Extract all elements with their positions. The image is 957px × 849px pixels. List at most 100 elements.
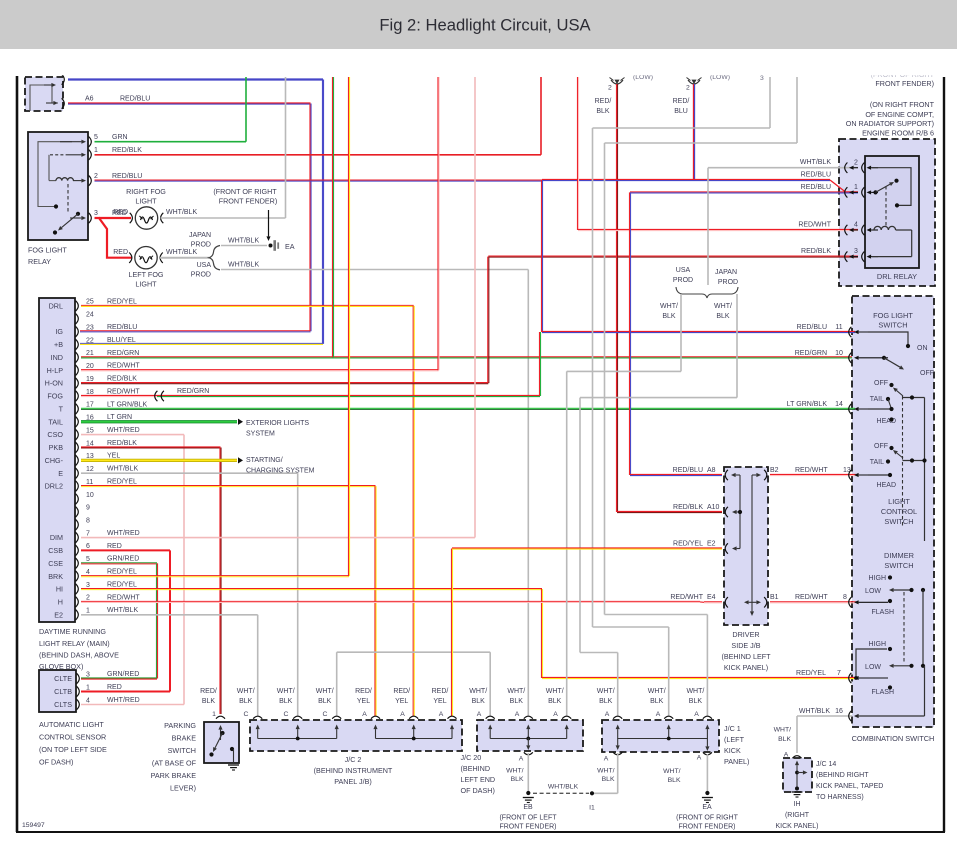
svg-text:KICK PANEL, TAPED: KICK PANEL, TAPED bbox=[816, 783, 883, 790]
svg-text:PROD: PROD bbox=[673, 277, 693, 284]
svg-text:10: 10 bbox=[86, 492, 94, 499]
svg-text:I1: I1 bbox=[589, 805, 595, 812]
svg-text:8: 8 bbox=[86, 517, 90, 524]
svg-text:RED/GRN: RED/GRN bbox=[177, 388, 209, 395]
svg-text:BLU: BLU bbox=[674, 108, 688, 115]
svg-text:YEL: YEL bbox=[107, 453, 120, 460]
svg-text:LT GRN: LT GRN bbox=[107, 414, 132, 421]
svg-text:2: 2 bbox=[94, 173, 98, 180]
svg-text:HIGH: HIGH bbox=[869, 575, 887, 582]
svg-text:10: 10 bbox=[835, 350, 843, 357]
svg-text:J/C 1: J/C 1 bbox=[724, 724, 741, 733]
svg-text:RED/GRN: RED/GRN bbox=[107, 350, 139, 357]
svg-text:BLK: BLK bbox=[472, 698, 486, 705]
svg-text:RED/BLU: RED/BLU bbox=[797, 324, 827, 331]
svg-text:1: 1 bbox=[86, 608, 90, 615]
svg-text:DAYTIME RUNNING: DAYTIME RUNNING bbox=[39, 627, 106, 636]
svg-text:SIDE J/B: SIDE J/B bbox=[731, 641, 760, 650]
svg-text:WHT/: WHT/ bbox=[597, 688, 615, 695]
svg-text:A: A bbox=[362, 711, 367, 718]
svg-text:2: 2 bbox=[86, 595, 90, 602]
svg-text:18: 18 bbox=[86, 389, 94, 396]
svg-text:BLK: BLK bbox=[668, 777, 681, 784]
svg-text:IH: IH bbox=[794, 801, 801, 808]
svg-text:B1: B1 bbox=[770, 594, 779, 601]
svg-text:T: T bbox=[59, 404, 64, 413]
svg-text:14: 14 bbox=[86, 440, 94, 447]
svg-text:5: 5 bbox=[94, 134, 98, 141]
svg-text:RED/: RED/ bbox=[595, 98, 612, 105]
svg-text:A: A bbox=[477, 711, 482, 718]
svg-text:BLK: BLK bbox=[662, 313, 676, 320]
svg-text:WHT/BLK: WHT/BLK bbox=[228, 262, 259, 269]
svg-text:RED: RED bbox=[113, 249, 128, 256]
svg-text:(BEHIND LEFT: (BEHIND LEFT bbox=[721, 652, 771, 661]
svg-text:WHT/: WHT/ bbox=[469, 688, 487, 695]
svg-text:BRK: BRK bbox=[48, 572, 63, 581]
svg-text:BLK: BLK bbox=[510, 698, 524, 705]
svg-text:(LEFT: (LEFT bbox=[724, 735, 745, 744]
svg-text:RED/WHT: RED/WHT bbox=[107, 594, 140, 601]
svg-text:TAIL: TAIL bbox=[48, 417, 63, 426]
svg-text:EXTERIOR LIGHTS: EXTERIOR LIGHTS bbox=[246, 420, 309, 427]
svg-text:A8: A8 bbox=[707, 467, 716, 474]
svg-text:WHT/: WHT/ bbox=[597, 768, 614, 775]
svg-text:RED/: RED/ bbox=[432, 688, 449, 695]
svg-text:LT GRN/BLK: LT GRN/BLK bbox=[787, 401, 828, 408]
svg-text:(LOW): (LOW) bbox=[633, 74, 653, 81]
svg-text:15: 15 bbox=[86, 427, 94, 434]
svg-text:J/C 14: J/C 14 bbox=[816, 761, 836, 768]
svg-text:H-LP: H-LP bbox=[47, 366, 64, 375]
svg-text:KICK: KICK bbox=[724, 746, 741, 755]
svg-text:LEVER): LEVER) bbox=[170, 784, 196, 793]
svg-text:PANEL): PANEL) bbox=[724, 757, 749, 766]
svg-text:TAIL: TAIL bbox=[870, 459, 884, 466]
svg-text:C: C bbox=[284, 711, 289, 718]
svg-text:16: 16 bbox=[86, 415, 94, 422]
svg-text:PROD: PROD bbox=[718, 279, 738, 286]
svg-text:14: 14 bbox=[835, 401, 843, 408]
svg-text:21: 21 bbox=[86, 350, 94, 357]
svg-text:A: A bbox=[515, 711, 520, 718]
svg-text:WHT/: WHT/ bbox=[648, 688, 666, 695]
svg-text:RED/BLU: RED/BLU bbox=[801, 184, 831, 191]
svg-text:(BEHIND RIGHT: (BEHIND RIGHT bbox=[816, 772, 869, 779]
svg-text:RED/WHT: RED/WHT bbox=[107, 363, 140, 370]
svg-text:J/C 2: J/C 2 bbox=[345, 755, 362, 764]
svg-text:LEFT FOG: LEFT FOG bbox=[128, 270, 163, 279]
svg-text:BLK: BLK bbox=[279, 698, 293, 705]
svg-text:ON: ON bbox=[917, 345, 928, 352]
svg-text:1: 1 bbox=[212, 711, 216, 718]
svg-text:USA: USA bbox=[676, 267, 691, 274]
svg-text:FLASH: FLASH bbox=[871, 609, 894, 616]
svg-text:WHT/RED: WHT/RED bbox=[107, 697, 140, 704]
svg-text:ON RADIATOR SUPPORT): ON RADIATOR SUPPORT) bbox=[846, 119, 934, 128]
svg-text:OFF: OFF bbox=[874, 443, 888, 450]
svg-text:GRN/RED: GRN/RED bbox=[107, 556, 139, 563]
svg-text:YEL: YEL bbox=[395, 698, 408, 705]
svg-text:A: A bbox=[553, 711, 558, 718]
svg-text:BLU/YEL: BLU/YEL bbox=[107, 337, 136, 344]
svg-text:RED/BLU: RED/BLU bbox=[673, 467, 703, 474]
svg-text:1: 1 bbox=[86, 684, 90, 691]
svg-text:A: A bbox=[604, 756, 609, 763]
svg-text:RED: RED bbox=[113, 209, 128, 216]
svg-text:FRONT FENDER): FRONT FENDER) bbox=[499, 824, 556, 831]
svg-text:+B: +B bbox=[54, 340, 63, 349]
svg-text:3: 3 bbox=[854, 248, 858, 255]
svg-text:(FRONT OF LEFT: (FRONT OF LEFT bbox=[499, 815, 557, 822]
svg-text:E: E bbox=[58, 469, 63, 478]
svg-text:WHT/: WHT/ bbox=[316, 688, 334, 695]
svg-text:SWITCH: SWITCH bbox=[168, 746, 196, 755]
svg-text:A: A bbox=[697, 755, 702, 762]
svg-text:EA: EA bbox=[285, 242, 295, 251]
svg-text:OF DASH): OF DASH) bbox=[461, 786, 495, 795]
svg-text:PKB: PKB bbox=[49, 443, 64, 452]
svg-text:WHT/RED: WHT/RED bbox=[107, 427, 140, 434]
svg-text:PARKING: PARKING bbox=[164, 721, 196, 730]
svg-text:RED/: RED/ bbox=[673, 98, 690, 105]
svg-text:EB: EB bbox=[523, 804, 533, 811]
svg-text:GRN/RED: GRN/RED bbox=[107, 671, 139, 678]
svg-text:OFF: OFF bbox=[874, 380, 888, 387]
svg-text:2: 2 bbox=[686, 85, 690, 92]
